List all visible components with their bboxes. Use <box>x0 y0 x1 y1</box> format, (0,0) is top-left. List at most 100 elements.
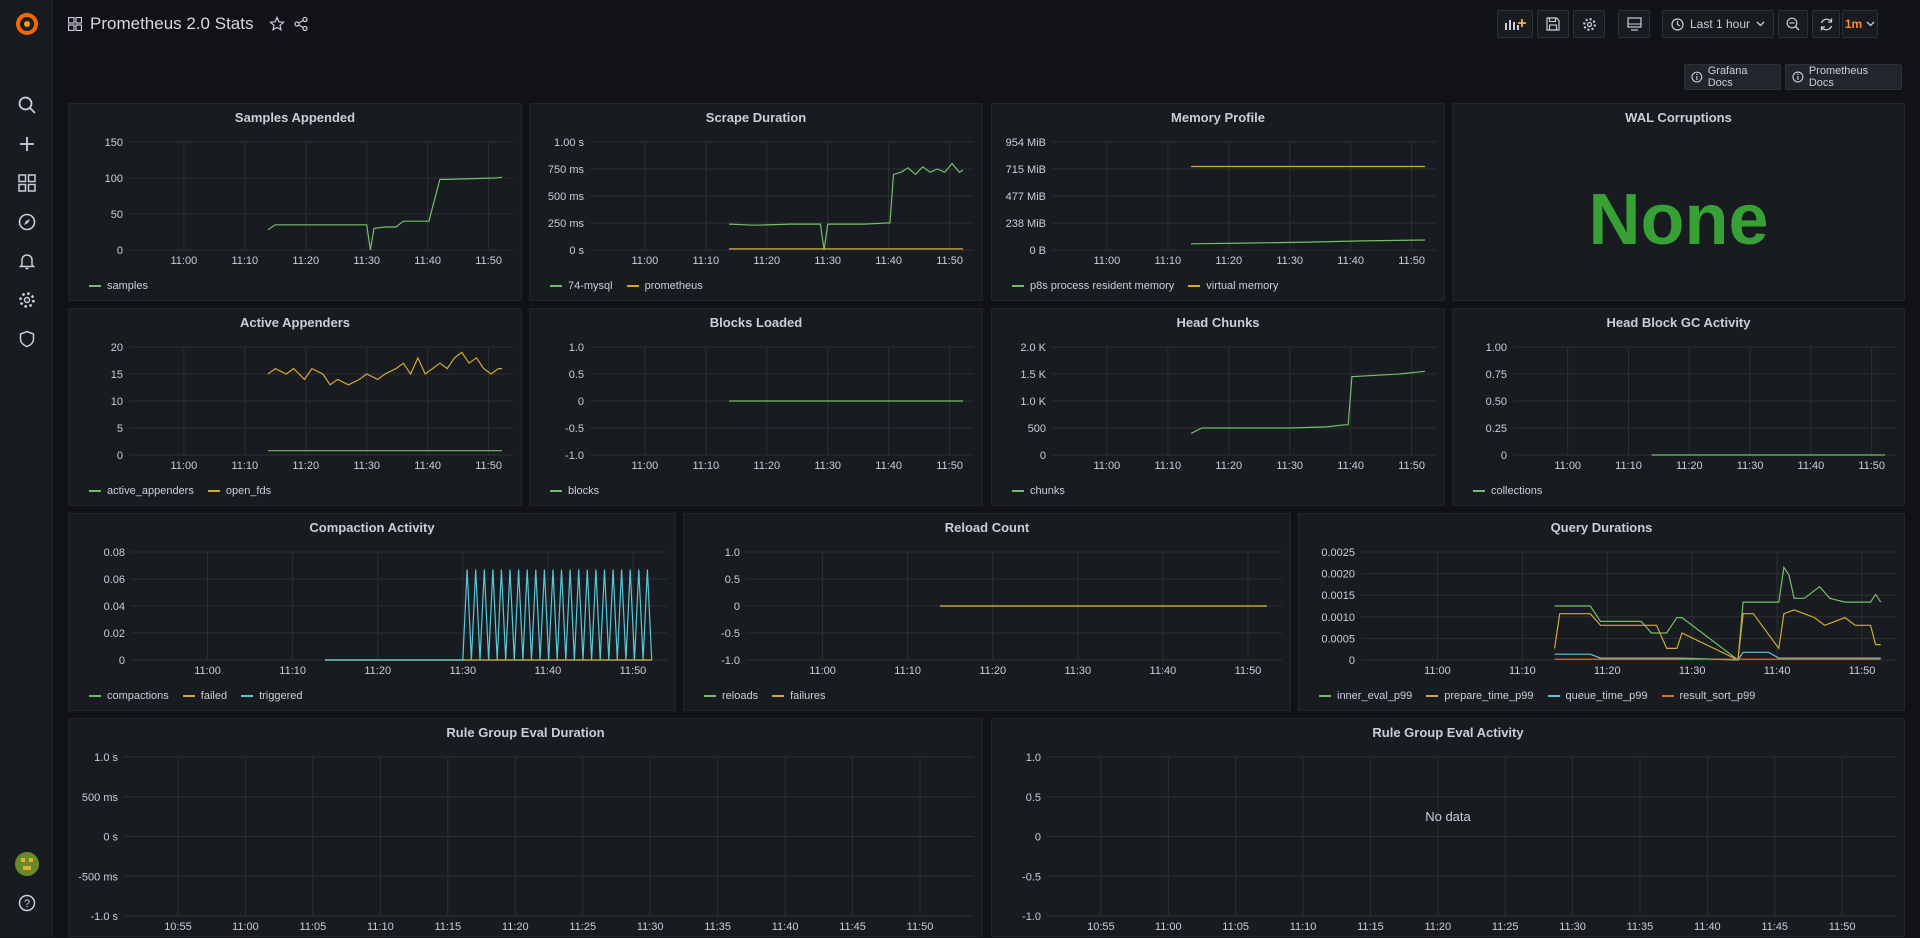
x-tick-label: 11:00 <box>1424 665 1451 677</box>
dashboard-title-bar: Prometheus 2.0 Stats <box>68 14 309 34</box>
save-dashboard-button[interactable] <box>1537 10 1569 38</box>
panel-title[interactable]: Rule Group Eval Duration <box>446 725 605 740</box>
panel-title[interactable]: Samples Appended <box>234 110 356 125</box>
page-title[interactable]: Prometheus 2.0 Stats <box>90 14 254 33</box>
panel-title[interactable]: Head Block GC Activity <box>1606 315 1751 330</box>
legend-item[interactable]: result_sort_p99 <box>1661 690 1755 702</box>
panel-rule-group-eval-activity[interactable]: Rule Group Eval Activity 1.0 0.5 0 -0.5 -1.0… <box>991 718 1905 937</box>
panel-title[interactable]: Rule Group Eval Activity <box>1372 725 1524 740</box>
y-tick-label: 0.0005 <box>1321 633 1355 645</box>
avatar[interactable] <box>13 850 41 878</box>
legend-item[interactable]: failed <box>182 690 227 702</box>
legend-item[interactable]: reloads <box>704 690 758 702</box>
panel-samples-appended[interactable]: Samples Appended 150 100 50 0 11:00 11:10 11:2… <box>68 103 522 301</box>
panel-compaction-activity[interactable]: Compaction Activity 0.08 0.06 0.04 0.02 0 11:… <box>68 513 676 711</box>
legend-item[interactable]: p8s process resident memory <box>1012 280 1174 292</box>
legend-swatch <box>1473 490 1485 492</box>
y-tick-label: 0 <box>1501 450 1507 462</box>
x-tick-label: 11:30 <box>814 460 841 472</box>
gear-icon <box>1582 17 1596 31</box>
chart-svg: 954 MiB 715 MiB 477 MiB 238 MiB 0 B 11:00 11:1… <box>1006 137 1436 267</box>
legend-item[interactable]: virtual memory <box>1188 280 1278 292</box>
legend-item[interactable]: 74-mysql <box>550 280 613 292</box>
panel-rule-group-eval-duration[interactable]: Rule Group Eval Duration 1.0 s 500 ms 0 s -… <box>68 718 983 937</box>
legend-item[interactable]: blocks <box>550 485 599 497</box>
legend-item[interactable]: failures <box>772 690 826 702</box>
panel-title[interactable]: Memory Profile <box>1171 110 1265 125</box>
legend-label: reloads <box>722 690 759 702</box>
legend-item[interactable]: prepare_time_p99 <box>1426 690 1534 702</box>
y-tick-label: 500 ms <box>82 792 119 804</box>
server-admin-shield-icon[interactable] <box>13 325 41 353</box>
y-tick-label: 0 s <box>569 245 584 257</box>
x-tick-label: 11:30 <box>1679 665 1706 677</box>
panel-title[interactable]: Scrape Duration <box>705 110 807 125</box>
x-tick-label: 11:30 <box>1737 460 1764 472</box>
alerting-bell-icon[interactable] <box>13 247 41 275</box>
tv-mode-button[interactable] <box>1618 10 1650 38</box>
legend-item[interactable]: open_fds <box>207 485 271 497</box>
legend-item[interactable]: collections <box>1473 485 1542 497</box>
panel-title[interactable]: Head Chunks <box>1176 315 1260 330</box>
search-icon[interactable] <box>13 91 41 119</box>
panel-title[interactable]: Query Durations <box>1550 520 1653 535</box>
grafana-docs-link[interactable]: Grafana Docs <box>1684 64 1781 90</box>
legend-item[interactable]: chunks <box>1012 485 1065 497</box>
panel-blocks-loaded[interactable]: Blocks Loaded 1.0 0.5 0 -0.5 -1.0 11:00 11:10 1… <box>529 308 983 506</box>
panel-title[interactable]: Compaction Activity <box>309 520 435 535</box>
panel-title[interactable]: Reload Count <box>944 520 1030 535</box>
legend-item[interactable]: compactions <box>89 690 169 702</box>
grafana-logo-icon[interactable] <box>13 10 41 38</box>
legend-item[interactable]: inner_eval_p99 <box>1319 690 1412 702</box>
refresh-interval-picker[interactable]: 1m <box>1842 10 1878 38</box>
legend-item[interactable]: triggered <box>241 690 302 702</box>
chart-svg: 20 15 10 5 0 11:00 11:10 11:20 11:30 11:40 11:50 <box>111 342 513 472</box>
y-tick-label: 0.75 <box>1486 369 1507 381</box>
x-tick-label: 11:20 <box>1215 460 1242 472</box>
legend-label: queue_time_p99 <box>1565 690 1648 702</box>
y-tick-label: 0.02 <box>104 628 125 640</box>
panel-query-durations[interactable]: Query Durations 0.0025 0.0020 0.0015 0.0010… <box>1298 513 1905 711</box>
legend-item[interactable]: active_appenders <box>89 485 194 497</box>
legend-label: failures <box>790 690 826 702</box>
explore-compass-icon[interactable] <box>13 208 41 236</box>
x-tick-label: 11:10 <box>231 460 258 472</box>
help-icon[interactable]: ? <box>13 889 41 917</box>
panel-wal-corruptions[interactable]: WAL Corruptions None <box>1452 103 1905 301</box>
x-tick-label: 11:30 <box>814 255 841 267</box>
dashboards-icon[interactable] <box>13 169 41 197</box>
time-range-picker[interactable]: Last 1 hour <box>1662 10 1774 38</box>
star-icon[interactable] <box>269 16 286 32</box>
create-plus-icon[interactable] <box>13 130 41 158</box>
x-tick-label: 11:50 <box>907 921 934 933</box>
panel-scrape-duration[interactable]: Scrape Duration 1.00 s 750 ms 500 ms 250 ms… <box>529 103 983 301</box>
panel-title[interactable]: WAL Corruptions <box>1625 110 1732 125</box>
legend-label: chunks <box>1030 485 1065 497</box>
zoom-out-button[interactable] <box>1778 10 1808 38</box>
dashboard-settings-button[interactable] <box>1573 10 1605 38</box>
panel-active-appenders[interactable]: Active Appenders 20 15 10 5 0 11:00 11:10 11:20… <box>68 308 522 506</box>
info-circle-icon <box>1691 71 1703 83</box>
legend-item[interactable]: samples <box>89 280 148 292</box>
panel-reload-count[interactable]: Reload Count 1.0 0.5 0 -0.5 -1.0 11:00 11:10 11… <box>683 513 1291 711</box>
configuration-gear-icon[interactable] <box>13 286 41 314</box>
monitor-icon <box>1626 17 1642 31</box>
panel-head-block-gc-activity[interactable]: Head Block GC Activity 1.00 0.75 0.50 0.25 0… <box>1452 308 1905 506</box>
legend-swatch <box>241 695 254 697</box>
refresh-button[interactable] <box>1812 10 1840 38</box>
panel-title[interactable]: Blocks Loaded <box>709 315 803 330</box>
dashboard-grid-icon <box>68 17 82 31</box>
x-tick-label: 11:10 <box>279 665 306 677</box>
prometheus-docs-link[interactable]: Prometheus Docs <box>1785 64 1902 90</box>
legend-item[interactable]: queue_time_p99 <box>1547 690 1648 702</box>
add-panel-button[interactable] <box>1497 10 1533 38</box>
panel-head-chunks[interactable]: Head Chunks 2.0 K 1.5 K 1.0 K 500 0 11:00 11:1… <box>991 308 1445 506</box>
panel-memory-profile[interactable]: Memory Profile 954 MiB 715 MiB 477 MiB 238 … <box>991 103 1445 301</box>
y-tick-label: 0 <box>578 396 584 408</box>
x-tick-label: 11:30 <box>1276 255 1303 267</box>
legend-swatch <box>182 695 195 697</box>
share-icon[interactable] <box>293 16 309 32</box>
legend-item[interactable]: prometheus <box>626 280 703 292</box>
panel-title[interactable]: Active Appenders <box>239 315 351 330</box>
legend-label: collections <box>1491 485 1543 497</box>
